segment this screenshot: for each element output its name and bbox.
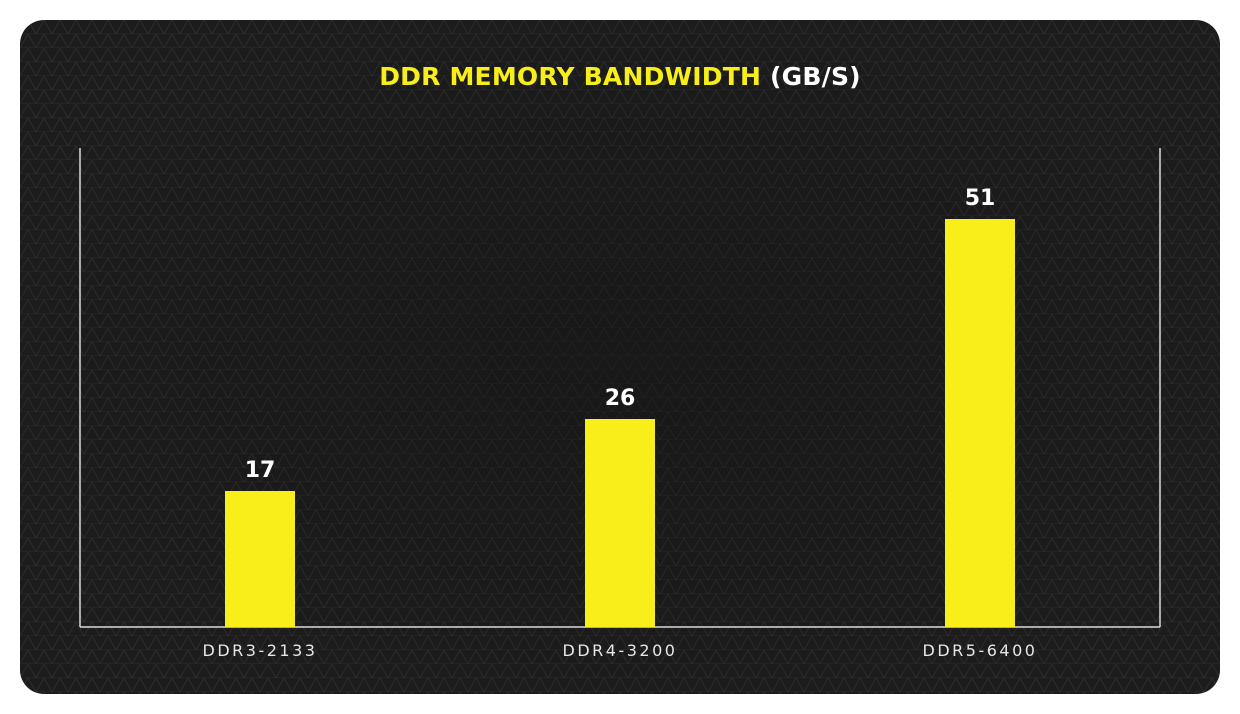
chart-title-unit: (GB/S) [770,62,861,91]
bar-ddr4-3200 [585,419,655,627]
bar-value-label: 51 [965,186,996,211]
bar-ddr3-2133 [225,491,295,627]
chart-title: DDR MEMORY BANDWIDTH (GB/S) [20,62,1220,91]
x-tick-label: DDR4-3200 [563,641,678,660]
chart-card: DDR MEMORY BANDWIDTH (GB/S) 17 DDR3-2133 2… [20,20,1220,694]
bar-value-label: 26 [605,386,636,411]
bar-ddr5-6400 [945,219,1015,627]
x-tick-label: DDR3-2133 [203,641,318,660]
bar-value-label: 17 [245,458,276,483]
x-tick-label: DDR5-6400 [923,641,1038,660]
chart-title-main: DDR MEMORY BANDWIDTH [379,62,762,91]
bar-chart: 17 DDR3-2133 26 DDR4-3200 51 DDR5-6400 [79,148,1161,660]
